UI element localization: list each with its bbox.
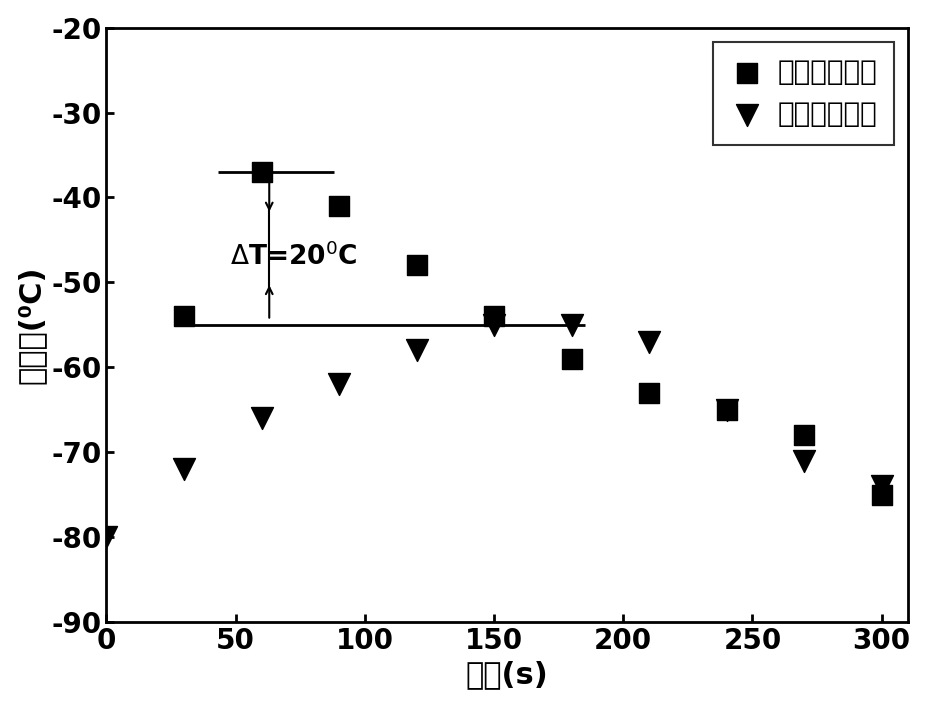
未加第三组分 (719, 404, 734, 415)
加入第三组分 (99, 532, 113, 543)
加入第三组分 (177, 463, 192, 474)
加入第三组分 (486, 319, 501, 330)
Y-axis label: 温度／(⁰C): 温度／(⁰C) (17, 265, 46, 384)
未加第三组分 (565, 353, 579, 364)
未加第三组分 (486, 311, 501, 322)
Legend: 未加第三组分, 加入第三组分: 未加第三组分, 加入第三组分 (713, 42, 894, 145)
加入第三组分 (565, 319, 579, 330)
未加第三组分 (874, 489, 889, 501)
加入第三组分 (332, 378, 347, 390)
未加第三组分 (177, 311, 192, 322)
未加第三组分 (797, 429, 812, 441)
加入第三组分 (409, 345, 424, 356)
未加第三组分 (332, 201, 347, 212)
Text: $\Delta$T=20$^0$C: $\Delta$T=20$^0$C (231, 243, 358, 271)
未加第三组分 (254, 167, 269, 178)
未加第三组分 (409, 260, 424, 271)
加入第三组分 (719, 404, 734, 415)
加入第三组分 (797, 455, 812, 466)
加入第三组分 (254, 412, 269, 424)
未加第三组分 (642, 387, 657, 398)
加入第三组分 (874, 481, 889, 492)
X-axis label: 时间(s): 时间(s) (466, 660, 549, 689)
加入第三组分 (642, 336, 657, 347)
